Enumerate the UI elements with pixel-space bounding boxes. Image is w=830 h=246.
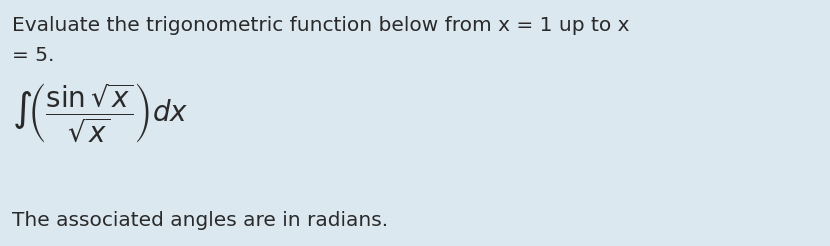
Text: = 5.: = 5. xyxy=(12,46,55,65)
Text: $\int\!\left(\dfrac{\sin\sqrt{x}}{\sqrt{x}}\right)dx$: $\int\!\left(\dfrac{\sin\sqrt{x}}{\sqrt{… xyxy=(12,81,188,144)
Text: Evaluate the trigonometric function below from x = 1 up to x: Evaluate the trigonometric function belo… xyxy=(12,16,629,35)
Text: The associated angles are in radians.: The associated angles are in radians. xyxy=(12,211,388,230)
